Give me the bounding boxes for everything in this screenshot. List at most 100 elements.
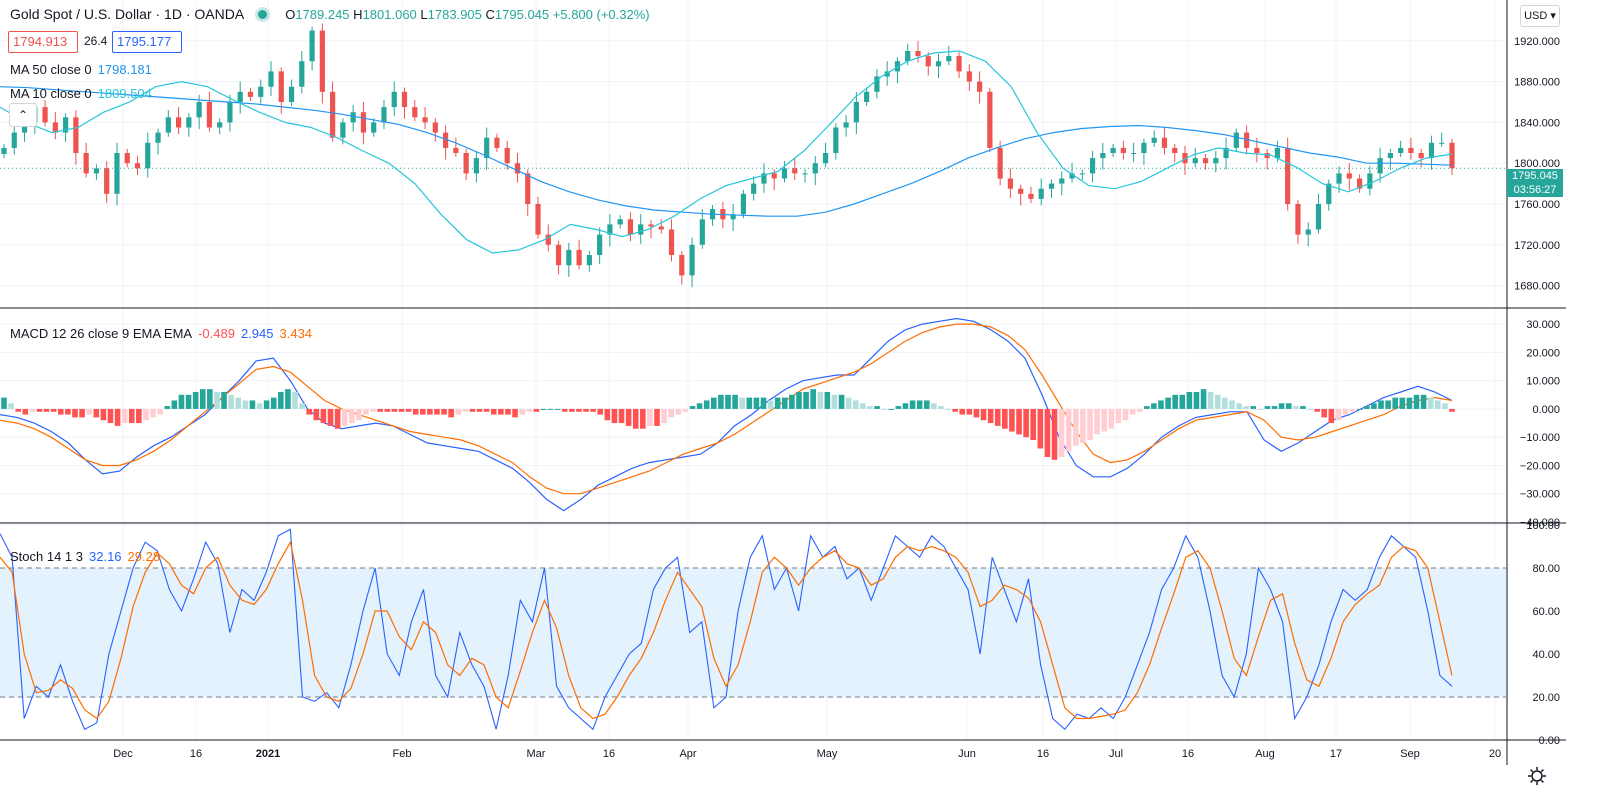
- candle-up: [371, 122, 377, 133]
- y-tick-label: 1920.000: [1514, 36, 1560, 48]
- macd-hist-bar: [1321, 408, 1328, 418]
- macd-hist-bar: [547, 408, 554, 410]
- macd-hist-bar: [505, 408, 511, 415]
- stoch-k-line: [0, 528, 1453, 731]
- macd-hist-bar: [1172, 394, 1178, 409]
- macd-hist-bar: [1435, 400, 1441, 409]
- time-tick-label: Jul: [1109, 748, 1123, 760]
- time-tick-label: 16: [190, 748, 202, 760]
- stoch-legend[interactable]: Stoch 14 1 3 32.16 29.28: [10, 549, 160, 564]
- macd-hist-bar: [732, 394, 738, 409]
- macd-hist-bar: [1250, 406, 1257, 409]
- candle-down: [545, 234, 551, 245]
- stoch-title: Stoch 14 1 3: [10, 549, 83, 564]
- macd-hist-bar: [845, 397, 852, 409]
- candle-down: [124, 153, 130, 164]
- candle-down: [453, 147, 459, 153]
- macd-hist-bar: [57, 408, 64, 415]
- candle-up: [1398, 147, 1404, 153]
- ma10-legend[interactable]: MA 10 close 0 1809.504: [10, 86, 152, 101]
- gear-icon[interactable]: [1527, 766, 1547, 786]
- candle-down: [977, 81, 983, 92]
- macd-hist-bar: [675, 408, 682, 415]
- macd-hist-bar: [625, 408, 632, 426]
- candle-down: [956, 56, 962, 72]
- macd-hist-bar: [498, 408, 504, 415]
- macd-legend[interactable]: MACD 12 26 close 9 EMA EMA -0.489 2.945 …: [10, 326, 312, 341]
- macd-hist-bar: [604, 408, 611, 421]
- candle-down: [1120, 147, 1126, 153]
- ma10-line: [0, 50, 1453, 254]
- macd-hist-bar: [512, 408, 518, 418]
- macd-hist-bar: [256, 403, 263, 409]
- market-status-icon[interactable]: [258, 9, 268, 19]
- macd-hist-bar: [299, 403, 305, 409]
- candle-down: [401, 91, 408, 108]
- candle-up: [638, 224, 644, 235]
- candle-up: [63, 117, 69, 133]
- candle-down: [1182, 153, 1188, 164]
- macd-hist-bar: [959, 408, 966, 415]
- candle-up: [1367, 173, 1373, 189]
- macd-hist-bar: [1058, 408, 1065, 457]
- candle-down: [83, 153, 89, 174]
- buy-button[interactable]: 1795.177: [112, 31, 182, 53]
- y-tick-label: 100.00: [1526, 520, 1560, 532]
- y-tick-label: 80.00: [1532, 563, 1560, 575]
- candle-up: [299, 61, 305, 87]
- macd-hist-bar: [1002, 408, 1008, 429]
- macd-hist-bar: [1122, 408, 1129, 421]
- macd-hist-bar: [1243, 406, 1249, 409]
- candle-down: [42, 107, 48, 123]
- candle-up: [1315, 204, 1322, 230]
- macd-hist-bar: [1158, 400, 1164, 409]
- candle-down: [1018, 188, 1024, 194]
- macd-hist-bar: [1300, 406, 1306, 409]
- macd-hist-bar: [22, 408, 29, 415]
- macd-hist-bar: [852, 400, 859, 409]
- candle-up: [853, 102, 859, 123]
- macd-hist-bar: [377, 408, 383, 412]
- candle-up: [597, 234, 603, 255]
- candle-down: [463, 153, 469, 174]
- currency-selector[interactable]: USD ▾: [1520, 5, 1560, 27]
- macd-hist-bar: [285, 389, 291, 409]
- last-price: 1795.045: [1512, 170, 1558, 182]
- macd-hist-bar: [1101, 408, 1107, 432]
- ma50-legend[interactable]: MA 50 close 0 1798.181: [10, 62, 152, 77]
- candle-down: [412, 107, 418, 118]
- sell-button[interactable]: 1794.913: [8, 31, 78, 53]
- candle-down: [555, 244, 562, 266]
- symbol-title[interactable]: Gold Spot / U.S. Dollar · 1D · OANDA: [10, 6, 245, 22]
- candle-down: [432, 122, 438, 133]
- candle-down: [1356, 178, 1363, 189]
- candle-up: [258, 86, 264, 97]
- macd-hist-bar: [1378, 400, 1384, 409]
- candle-down: [658, 226, 664, 230]
- macd-hist-bar: [952, 408, 958, 412]
- candle-up: [781, 168, 788, 179]
- collapse-legend-button[interactable]: ⌃: [9, 103, 37, 127]
- candle-down: [494, 137, 500, 148]
- spread-value: 26.4: [84, 34, 108, 48]
- macd-hist-bar: [931, 403, 937, 409]
- candle-up: [1326, 183, 1332, 204]
- candle-up: [935, 61, 942, 67]
- macd-hist-bar: [86, 408, 92, 415]
- candle-up: [1151, 137, 1157, 143]
- candle-down: [792, 168, 798, 174]
- candle-up: [874, 76, 880, 92]
- macd-hist-bar: [164, 406, 171, 409]
- macd-hist-bar: [391, 408, 398, 412]
- macd-hist-bar: [1186, 391, 1193, 409]
- candle-up: [21, 122, 28, 133]
- candle-down: [925, 56, 931, 67]
- macd-hist-bar: [412, 408, 419, 415]
- macd-hist-bar: [519, 408, 525, 415]
- macd-hist-bar: [1200, 389, 1207, 409]
- candle-down: [504, 147, 510, 164]
- macd-hist-bar: [207, 389, 213, 409]
- macd-hist-bar: [1115, 408, 1122, 424]
- time-tick-label: Aug: [1255, 748, 1275, 760]
